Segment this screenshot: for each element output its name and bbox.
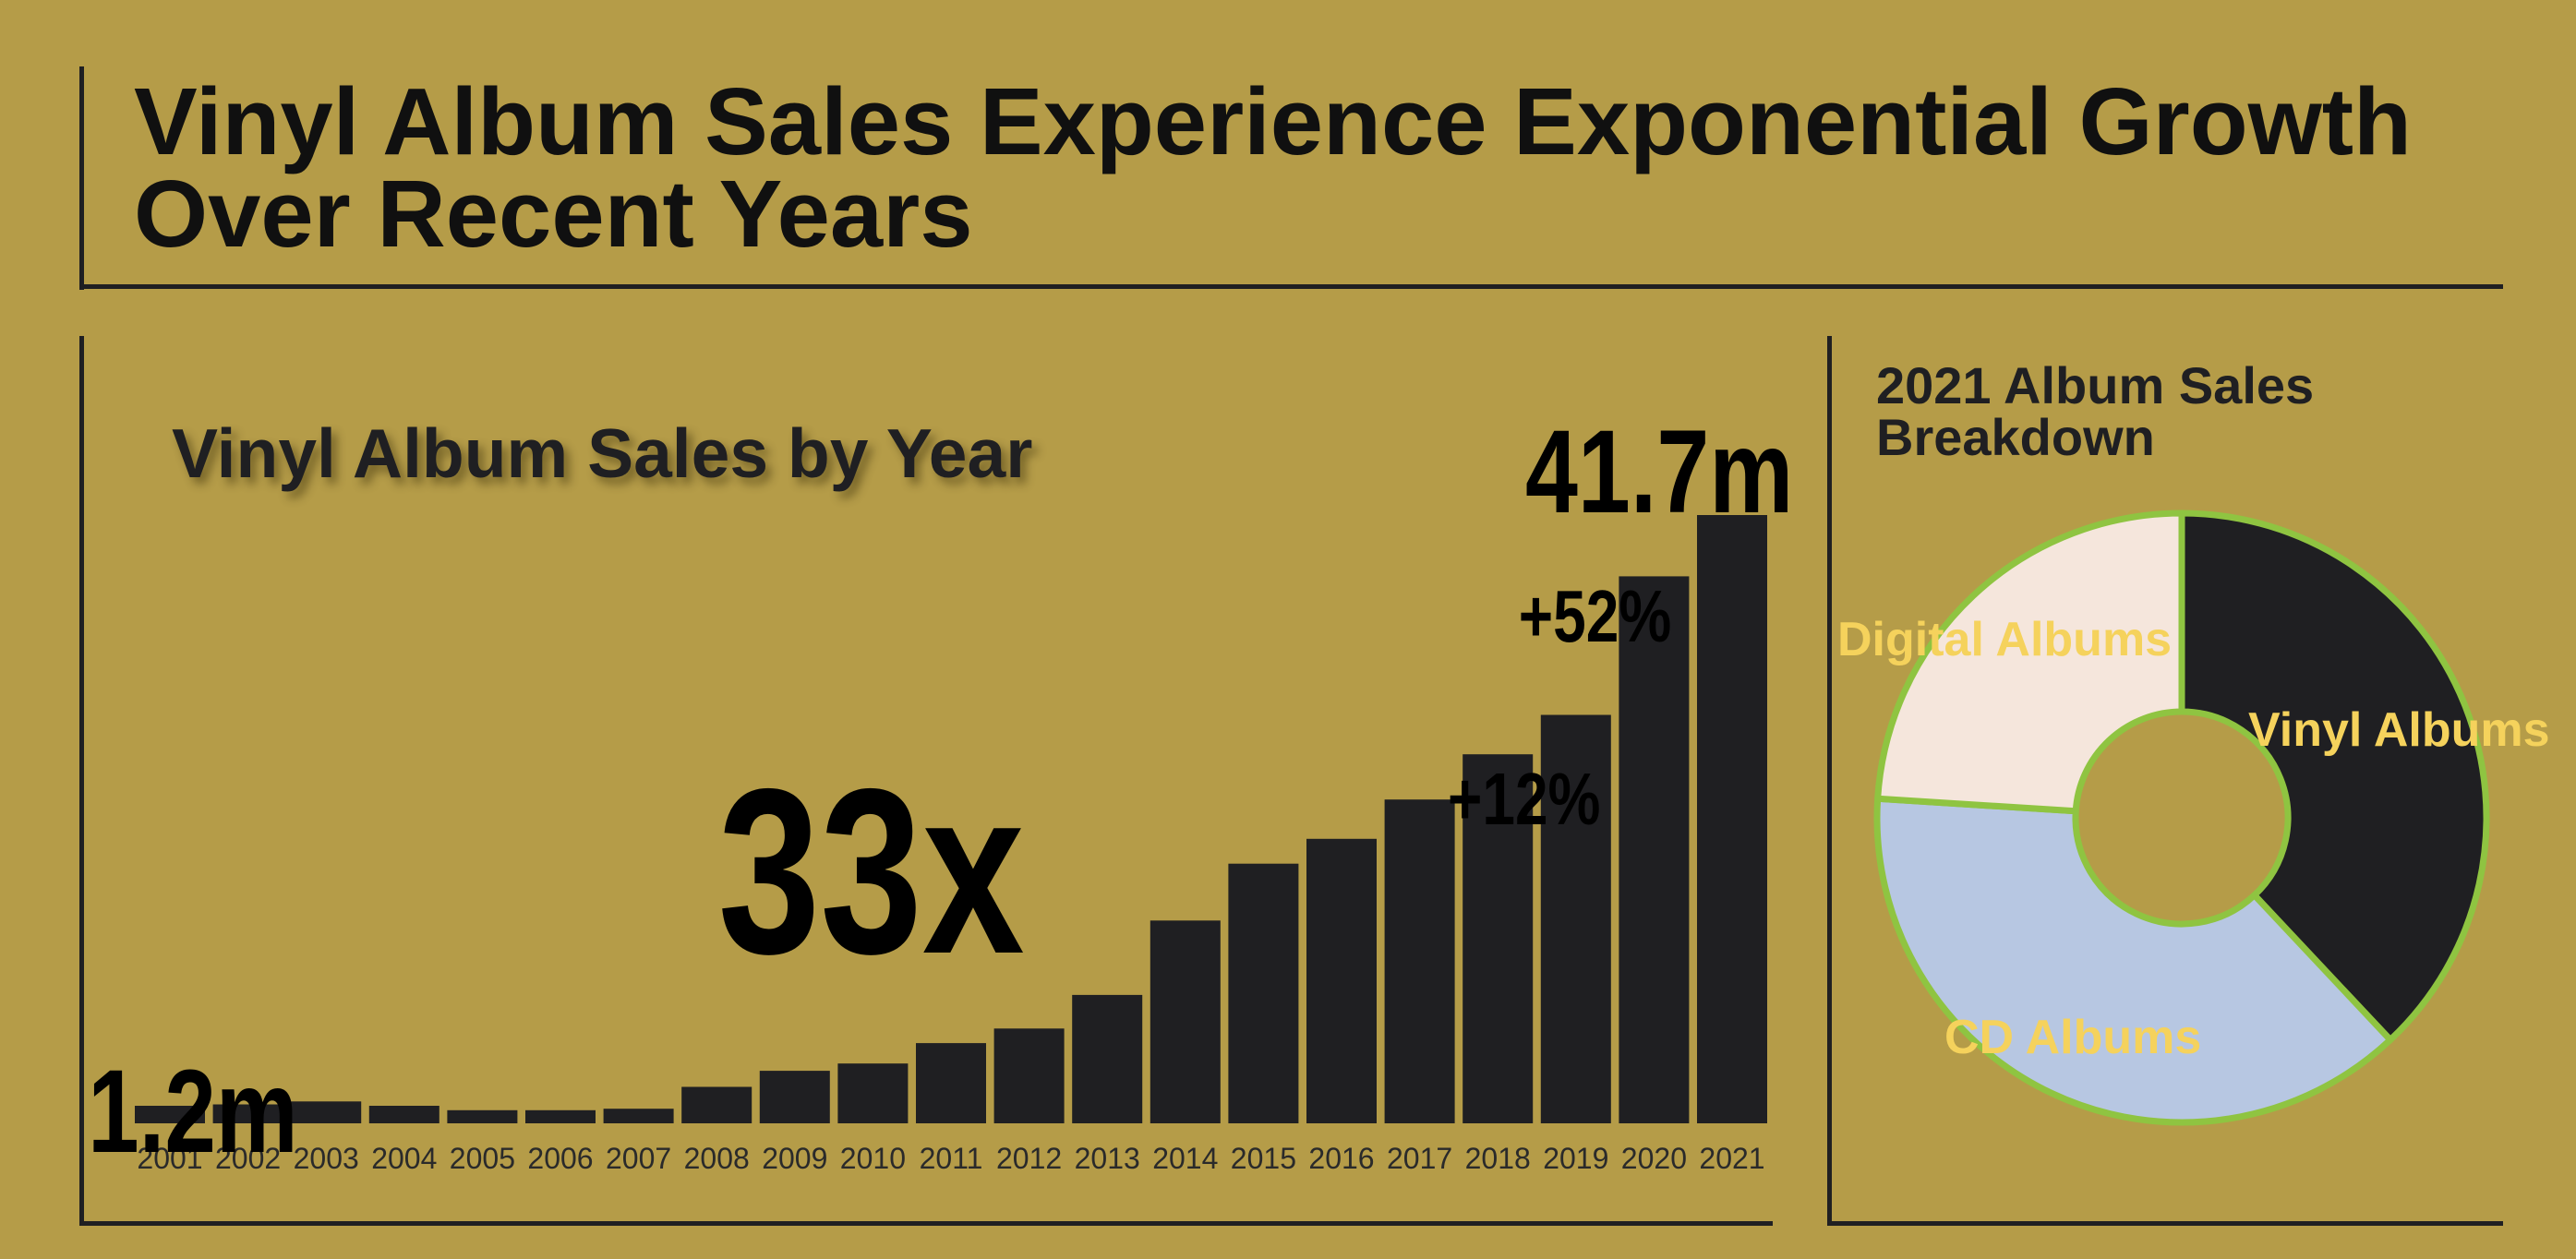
pie-slices bbox=[1873, 510, 2490, 1126]
x-tick-2006: 2006 bbox=[527, 1142, 593, 1175]
x-tick-2009: 2009 bbox=[762, 1142, 827, 1175]
bar-2012 bbox=[993, 1028, 1065, 1123]
pie-chart-title-text: 2021 Album Sales Breakdown bbox=[1876, 356, 2315, 466]
bar-2010 bbox=[837, 1063, 909, 1123]
pie-label-cd: CD Albums bbox=[1944, 1011, 2201, 1064]
page-title-line-2: Over Recent Years bbox=[134, 161, 973, 267]
x-tick-2002: 2002 bbox=[215, 1142, 281, 1175]
bar-2013 bbox=[1072, 994, 1143, 1123]
bar-panel-bottom-rule bbox=[79, 1221, 1773, 1226]
bar-chart-title: Vinyl Album Sales by Year bbox=[172, 414, 1033, 492]
x-tick-2013: 2013 bbox=[1075, 1142, 1140, 1175]
x-tick-2008: 2008 bbox=[684, 1142, 750, 1175]
bar-2017 bbox=[1384, 799, 1455, 1123]
bar-2004 bbox=[368, 1106, 439, 1123]
growth-2019-label: +12% bbox=[1448, 758, 1600, 840]
pie-label-digital: Digital Albums bbox=[1837, 613, 2172, 666]
x-tick-2007: 2007 bbox=[606, 1142, 671, 1175]
bar-2011 bbox=[916, 1043, 986, 1123]
pie-slice-vinyl bbox=[2178, 510, 2490, 1044]
x-tick-2005: 2005 bbox=[450, 1142, 515, 1175]
x-tick-2016: 2016 bbox=[1308, 1142, 1374, 1175]
pie-label-vinyl: Vinyl Albums bbox=[2248, 703, 2550, 757]
x-tick-2017: 2017 bbox=[1387, 1142, 1452, 1175]
multiplier-label: 33x bbox=[718, 740, 1025, 1002]
bar-2014 bbox=[1150, 920, 1221, 1123]
header-bottom-rule bbox=[79, 284, 2503, 289]
x-tick-2012: 2012 bbox=[996, 1142, 1062, 1175]
bar-2020 bbox=[1619, 576, 1690, 1123]
end-value-label: 41.7m bbox=[1525, 405, 1793, 538]
bar-2002 bbox=[212, 1104, 283, 1123]
pie-panel-left-rule bbox=[1827, 336, 1832, 1226]
x-tick-2001: 2001 bbox=[137, 1142, 202, 1175]
bar-2008 bbox=[681, 1086, 752, 1123]
bar-annotations: 1.2m 41.7m 33x +52% +12% bbox=[88, 405, 1793, 1178]
bar-2005 bbox=[447, 1109, 518, 1123]
pie-chart-title: 2021 Album Sales Breakdown bbox=[1876, 360, 2522, 463]
x-tick-2019: 2019 bbox=[1543, 1142, 1608, 1175]
bar-2006 bbox=[525, 1109, 596, 1123]
x-tick-2015: 2015 bbox=[1231, 1142, 1296, 1175]
bar-2015 bbox=[1228, 863, 1299, 1123]
bar-2019 bbox=[1540, 714, 1611, 1123]
x-tick-2021: 2021 bbox=[1699, 1142, 1764, 1175]
bar-2021 bbox=[1697, 515, 1767, 1123]
start-value-label: 1.2m bbox=[88, 1046, 298, 1178]
bar-2009 bbox=[759, 1071, 830, 1123]
page-title: Vinyl Album Sales Experience Exponential… bbox=[134, 68, 2498, 267]
bar-2001 bbox=[135, 1106, 205, 1123]
pie-panel-bottom-rule bbox=[1827, 1221, 2503, 1226]
bar-2003 bbox=[291, 1101, 362, 1123]
pie-slice-cd bbox=[1873, 795, 2394, 1126]
pie-slice-labels: Vinyl Albums CD Albums Digital Albums bbox=[1837, 613, 2550, 1064]
page-title-line-1: Vinyl Album Sales Experience Exponential… bbox=[134, 68, 2412, 174]
bar-2016 bbox=[1306, 838, 1377, 1123]
bar-2018 bbox=[1463, 754, 1534, 1123]
x-tick-2011: 2011 bbox=[920, 1142, 983, 1175]
bar-series bbox=[135, 515, 1767, 1123]
header-left-rule bbox=[79, 66, 84, 290]
x-tick-2018: 2018 bbox=[1465, 1142, 1531, 1175]
x-tick-2003: 2003 bbox=[294, 1142, 359, 1175]
bar-panel-left-rule bbox=[79, 336, 84, 1226]
pie-slice-digital bbox=[1874, 510, 2185, 815]
bar-2007 bbox=[603, 1109, 674, 1123]
x-tick-2004: 2004 bbox=[371, 1142, 437, 1175]
growth-2020-label: +52% bbox=[1519, 575, 1671, 657]
x-tick-2010: 2010 bbox=[840, 1142, 906, 1175]
x-axis-tick-labels: 2001 2002 2003 2004 2005 2006 2007 2008 2009 2010… bbox=[137, 1142, 1764, 1175]
x-tick-2014: 2014 bbox=[1152, 1142, 1218, 1175]
x-tick-2020: 2020 bbox=[1621, 1142, 1687, 1175]
